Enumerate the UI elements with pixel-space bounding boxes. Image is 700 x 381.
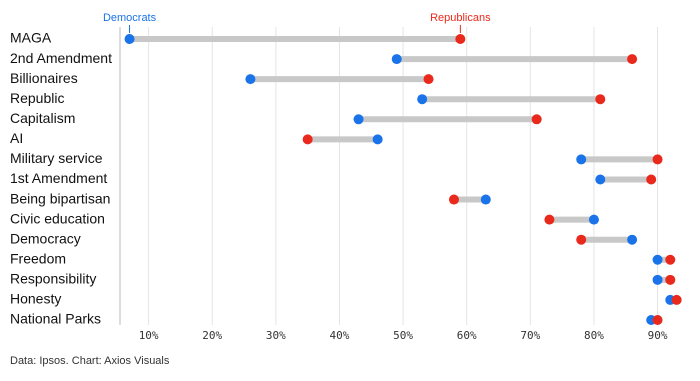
- dot: [124, 34, 135, 44]
- legend-label: Democrats: [103, 12, 157, 24]
- dot: [455, 34, 466, 44]
- dot: [671, 294, 682, 305]
- x-tick-label: 70%: [520, 329, 540, 342]
- dot: [576, 234, 587, 245]
- dot: [652, 154, 663, 165]
- category-label: 2nd Amendment: [10, 50, 112, 66]
- dot: [423, 74, 434, 85]
- x-tick-label: 10%: [139, 329, 159, 342]
- legend-label: Republicans: [430, 12, 491, 24]
- source-note: Data: Ipsos. Chart: Axios Visuals: [10, 355, 170, 367]
- dot: [652, 314, 663, 325]
- category-label: Billionaires: [10, 70, 78, 86]
- dot: [646, 174, 657, 185]
- category-label: Military service: [10, 150, 103, 166]
- category-label: Republic: [10, 90, 64, 106]
- x-tick-label: 30%: [266, 329, 286, 342]
- category-label: Civic education: [10, 210, 105, 226]
- dot: [627, 54, 638, 65]
- dot: [353, 114, 364, 125]
- dot: [665, 274, 676, 285]
- dot: [417, 94, 428, 105]
- x-tick-label: 40%: [330, 329, 350, 342]
- dot: [544, 214, 555, 225]
- category-label: AI: [10, 130, 23, 146]
- dot: [595, 174, 606, 185]
- dot: [595, 94, 606, 105]
- x-tick-label: 80%: [584, 329, 604, 342]
- category-label: National Parks: [10, 311, 101, 327]
- x-tick-label: 60%: [457, 329, 477, 342]
- dot: [576, 154, 587, 165]
- dot: [652, 254, 663, 265]
- dot: [245, 74, 256, 85]
- category-label: Capitalism: [10, 110, 75, 126]
- dot: [448, 194, 459, 205]
- category-label: Democracy: [10, 230, 81, 246]
- dot: [302, 134, 313, 145]
- dot: [665, 254, 676, 265]
- dot: [531, 114, 542, 125]
- dot: [480, 194, 491, 205]
- dot: [588, 214, 599, 225]
- category-label: 1st Amendment: [10, 170, 107, 186]
- dot: [627, 234, 638, 245]
- category-label: Honesty: [10, 291, 61, 307]
- x-tick-label: 50%: [393, 329, 413, 342]
- category-label: Being bipartisan: [10, 190, 110, 206]
- dot: [652, 274, 663, 285]
- category-label: Freedom: [10, 250, 66, 266]
- dot: [372, 134, 383, 145]
- category-label: MAGA: [10, 30, 52, 46]
- category-label: Responsibility: [10, 271, 96, 287]
- dot: [391, 54, 402, 65]
- x-tick-label: 20%: [202, 329, 222, 342]
- x-tick-label: 90%: [648, 329, 668, 342]
